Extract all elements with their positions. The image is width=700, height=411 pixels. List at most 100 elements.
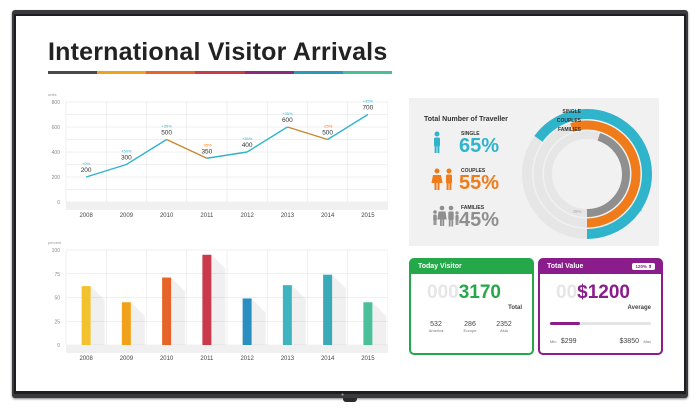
bar-chart-bar (363, 302, 373, 345)
bar-chart-bar-shadow (332, 274, 347, 345)
max-label: Max (643, 339, 651, 344)
line-chart-change-label: +50% (121, 149, 132, 154)
total-value-header: Total Value 120% ⬆ (540, 260, 661, 274)
line-chart-segment (85, 163, 127, 178)
line-chart-x-tick: 2013 (281, 213, 295, 219)
traveller-label-families: FAMILIES (461, 205, 485, 211)
line-chart-x-tick: 2009 (120, 213, 134, 219)
bar-chart-x-tick: 2014 (321, 356, 335, 362)
bar-chart: percent 100 75 50 25 0 2008 2009 2010 2011 2012 201… (38, 238, 388, 368)
today-visitor-europe: 286 Europe (455, 321, 485, 333)
line-chart-unit: units (48, 92, 56, 97)
line-chart-segment (246, 126, 288, 153)
ring-legend-label: SINGLE (562, 109, 581, 115)
line-chart-change-label: +35% (282, 111, 293, 116)
bar-chart-y-tick: 75 (54, 272, 60, 278)
line-chart-x-tick: 2011 (200, 213, 214, 219)
line-chart-value-label: 350 (201, 148, 212, 155)
bar-chart-bar-shadow (291, 285, 306, 345)
bar-chart-bar (202, 254, 212, 345)
bar-chart-x-band (66, 345, 388, 353)
line-chart-value-label: 600 (282, 117, 293, 124)
bar-chart-bar-shadow (130, 302, 145, 345)
min-label: Min (550, 339, 557, 344)
page-title: International Visitor Arrivals (48, 38, 388, 66)
line-chart-segment (166, 138, 208, 159)
bar-chart-y-tick: 100 (52, 248, 61, 254)
line-chart-change-label: +35% (161, 124, 172, 129)
bar-chart-x-tick: 2015 (361, 356, 375, 362)
america-count: 532 (430, 321, 442, 328)
ring-value-label: 55% (600, 219, 609, 224)
line-chart-value-label: 400 (242, 142, 253, 149)
bar-chart-y-tick: 0 (57, 343, 60, 349)
bar-chart-x-tick: 2012 (240, 356, 254, 362)
america-label: America (428, 328, 444, 333)
family-icon (433, 205, 459, 227)
total-value-caption: Average (627, 305, 651, 311)
total-value-max: $3850 Max (620, 330, 651, 348)
bar-chart-bar (121, 302, 131, 345)
max-value: $3850 (619, 338, 639, 345)
bar-chart-y-tick: 50 (54, 296, 60, 302)
line-chart-change-label: +35% (242, 136, 253, 141)
single-person-icon (434, 131, 440, 153)
line-chart-x-tick: 2014 (321, 213, 335, 219)
total-value-number: $1200 (577, 282, 630, 303)
today-visitor-title: Today Visitor (411, 260, 532, 274)
ring-legend-label: FAMILIES (558, 127, 582, 133)
line-chart-value-label: 500 (322, 130, 333, 137)
title-underline-stripe (342, 71, 392, 74)
total-value-progress-track (550, 322, 651, 325)
bar-chart-unit: percent (48, 240, 62, 245)
today-visitor-america: 532 America (421, 321, 451, 333)
line-chart-y-tick: 0 (57, 200, 60, 206)
bar-chart-bar-shadow (251, 298, 266, 345)
bar-chart-bar (162, 277, 172, 345)
asia-label: Asia (500, 328, 508, 333)
total-value-progress-fill (550, 322, 581, 325)
bar-chart-x-tick: 2008 (79, 356, 93, 362)
line-chart-value-label: 700 (362, 105, 373, 112)
bar-chart-y-tick: 25 (54, 319, 60, 325)
bar-chart-x-tick: 2013 (281, 356, 295, 362)
line-chart-x-tick: 2015 (361, 213, 375, 219)
bar-chart-svg: percent 100 75 50 25 0 2008 2009 2010 2011 2012 201… (48, 240, 388, 362)
bar-chart-bar (323, 274, 333, 345)
bar-chart-bar (81, 286, 91, 345)
ring-value-label: 45% (572, 209, 581, 214)
ring-arc (533, 120, 641, 228)
total-value-title: Total Value (547, 263, 584, 270)
traveller-pct-families: 45% (459, 209, 500, 231)
bar-chart-bar-shadow (372, 302, 387, 345)
total-value-amount: 00$1200 (556, 282, 630, 304)
line-chart-x-tick: 2008 (79, 213, 93, 219)
traveller-title: Total Number of Traveller (424, 116, 508, 123)
title-underline-stripe (293, 71, 343, 74)
line-chart: units 800 600 400 200 0 2008 +0% 200 2009 +50% 300 2… (38, 90, 388, 230)
monitor-stand (343, 398, 357, 402)
bar-chart-bar-shadow (211, 254, 226, 345)
title-underline (48, 71, 392, 74)
line-chart-y-tick: 800 (52, 100, 61, 106)
total-value-min: Min $299 (550, 330, 576, 348)
line-chart-y-tick: 600 (52, 125, 61, 131)
traveller-pct-single: 65% (459, 135, 500, 157)
couple-icon (431, 168, 452, 190)
brand-logo: ● (341, 392, 345, 398)
line-chart-segment (287, 126, 328, 141)
today-visitor-card: Today Visitor 0003170 Total 532 America … (409, 258, 534, 355)
asia-count: 2352 (496, 321, 512, 328)
title-underline-stripe (146, 71, 196, 74)
europe-count: 286 (464, 321, 476, 328)
min-value: $299 (560, 338, 577, 345)
today-visitor-value: 0003170 (427, 282, 501, 304)
ring-legend-label: COUPLES (557, 118, 582, 124)
today-visitor-ghost-digits: 000 (427, 282, 459, 303)
title-underline-stripe (244, 71, 294, 74)
line-chart-y-tick: 400 (52, 150, 61, 156)
title-underline-stripe (48, 71, 98, 74)
line-chart-x-tick: 2010 (160, 213, 174, 219)
line-chart-x-tick: 2012 (240, 213, 254, 219)
ring-arc (544, 131, 630, 217)
